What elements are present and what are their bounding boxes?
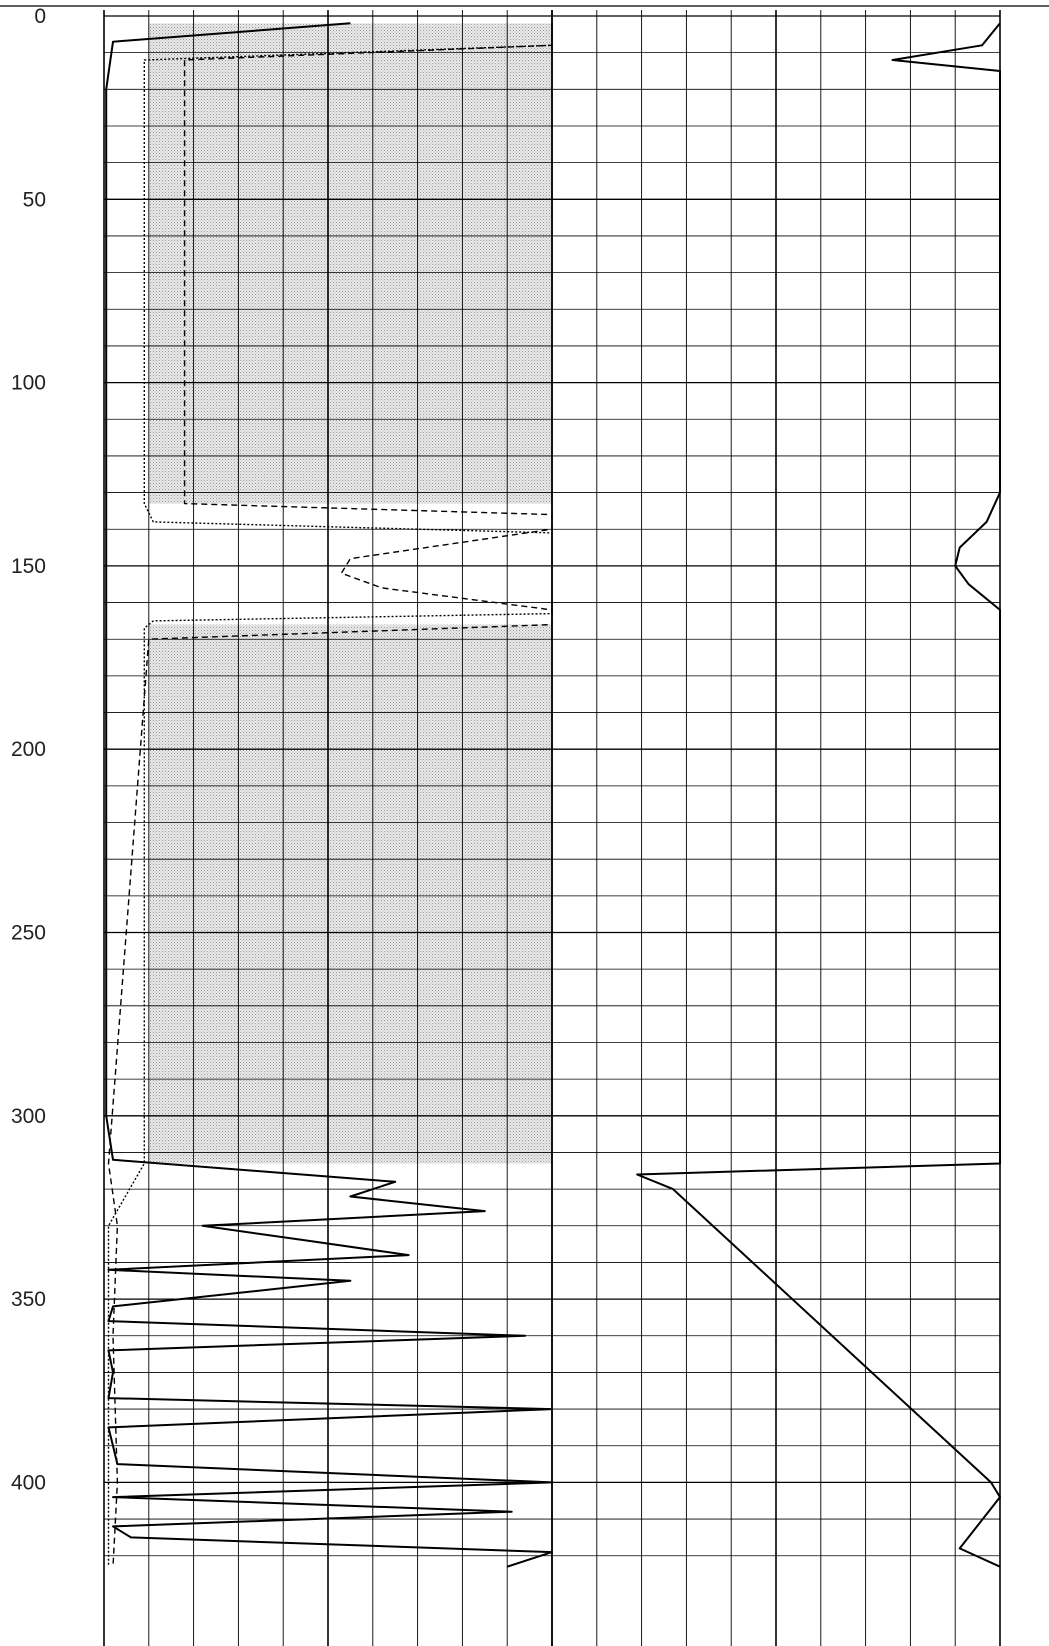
depth-tick-label: 300 [11,1105,46,1128]
log-curve-solid [105,22,553,1568]
log-curve-dashed [107,23,553,1567]
depth-tick-label: 0 [34,5,46,28]
shaded-interval [148,89,553,504]
depth-tick-label: 200 [11,738,46,761]
log-curve-solid [636,22,1001,1568]
depth-tick-label: 250 [11,922,46,945]
log-curve-dotted [107,23,553,1567]
shaded-interval [148,624,553,1164]
depth-tick-label: 150 [11,555,46,578]
depth-tick-label: 100 [11,372,46,395]
shaded-interval [148,23,553,90]
depth-tick-label: 400 [11,1471,46,1494]
depth-tick-label: 350 [11,1288,46,1311]
depth-tick-label: 50 [23,188,46,211]
